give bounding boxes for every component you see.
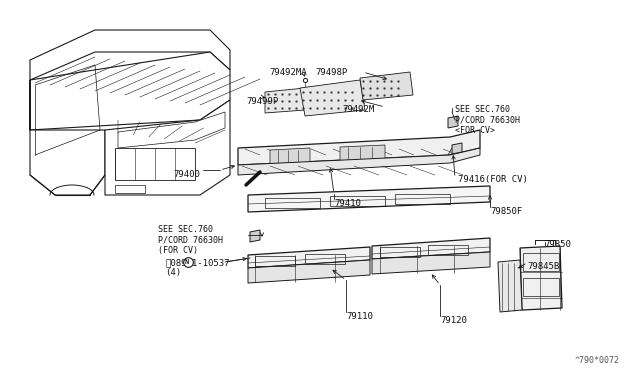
Bar [115, 148, 195, 180]
Polygon shape [238, 148, 480, 175]
Polygon shape [372, 252, 490, 274]
Polygon shape [360, 72, 413, 100]
Text: 79110: 79110 [346, 312, 373, 321]
Text: N: N [185, 259, 189, 265]
Polygon shape [452, 143, 462, 154]
Text: 79845B: 79845B [527, 262, 559, 271]
Text: 79400: 79400 [173, 170, 200, 179]
Text: 79120: 79120 [440, 316, 467, 325]
Polygon shape [300, 80, 365, 116]
Bar [428, 245, 468, 255]
Text: ^790*0072: ^790*0072 [575, 356, 620, 365]
Polygon shape [250, 230, 260, 242]
Bar [255, 256, 295, 266]
Polygon shape [448, 116, 458, 128]
Polygon shape [105, 100, 230, 195]
Polygon shape [270, 148, 310, 164]
Text: SEE SEC.760
P/CORD 76630H
(FOR CV): SEE SEC.760 P/CORD 76630H (FOR CV) [158, 225, 223, 255]
Polygon shape [248, 260, 370, 283]
Polygon shape [265, 88, 305, 113]
Polygon shape [498, 260, 522, 312]
Bar [305, 254, 345, 264]
Polygon shape [118, 112, 225, 148]
Polygon shape [30, 52, 230, 130]
Bar [395, 194, 450, 204]
Text: 79416(FOR CV): 79416(FOR CV) [458, 175, 528, 184]
Polygon shape [340, 145, 385, 161]
Text: 79410: 79410 [334, 199, 361, 208]
Text: SEE SEC.760
P/CORD 76630H
<FOR CV>: SEE SEC.760 P/CORD 76630H <FOR CV> [455, 105, 520, 135]
Text: 79492M: 79492M [342, 105, 374, 114]
Bar [523, 278, 559, 296]
Text: 79850F: 79850F [490, 207, 522, 216]
Bar [115, 185, 145, 193]
Text: 79850: 79850 [544, 240, 571, 249]
Text: 79492MA: 79492MA [269, 68, 307, 77]
Polygon shape [248, 186, 490, 212]
Polygon shape [30, 30, 230, 80]
Text: Ⓝ08911-10537
(4): Ⓝ08911-10537 (4) [165, 258, 230, 278]
Bar [330, 196, 385, 206]
Text: 79499P: 79499P [246, 97, 278, 106]
Bar [380, 247, 420, 257]
Text: 79498P: 79498P [315, 68, 348, 77]
Polygon shape [248, 247, 370, 268]
Bar [265, 198, 320, 208]
Polygon shape [520, 246, 562, 310]
Polygon shape [372, 238, 490, 259]
Bar [523, 253, 559, 271]
Polygon shape [30, 80, 105, 195]
Polygon shape [238, 130, 480, 165]
